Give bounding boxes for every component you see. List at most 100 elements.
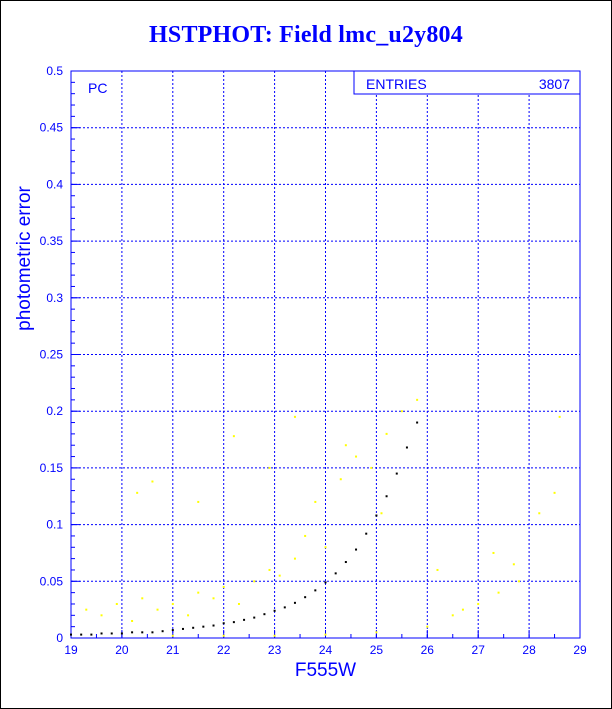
- data-point: [324, 581, 327, 584]
- x-tick-label: 21: [166, 643, 180, 657]
- data-point: [344, 444, 347, 447]
- data-point: [293, 601, 296, 604]
- data-point: [90, 633, 93, 636]
- grid-lines: [71, 71, 580, 638]
- chart-title: HSTPHOT: Field lmc_u2y804: [149, 22, 463, 48]
- data-point: [70, 633, 72, 636]
- data-point: [232, 621, 235, 624]
- y-tick-label: 0: [56, 631, 63, 645]
- y-tick-label: 0.35: [40, 234, 64, 248]
- data-point: [314, 500, 317, 503]
- data-point: [451, 614, 454, 617]
- data-point: [344, 561, 347, 564]
- data-point: [553, 491, 556, 494]
- data-point: [151, 631, 154, 634]
- data-point: [416, 421, 419, 424]
- data-point: [461, 608, 464, 611]
- data-point: [171, 634, 174, 637]
- x-tick-label: 29: [573, 643, 587, 657]
- data-point: [334, 572, 337, 575]
- data-point: [283, 606, 286, 609]
- data-point: [365, 532, 368, 535]
- x-tick-label: 19: [64, 643, 78, 657]
- data-point: [161, 630, 164, 633]
- y-tick-label: 0.4: [46, 177, 63, 191]
- data-point: [131, 631, 134, 634]
- data-point: [110, 632, 113, 635]
- data-point: [385, 495, 388, 498]
- data-point: [497, 591, 500, 594]
- y-tick-label: 0.1: [46, 518, 63, 532]
- data-point: [400, 410, 403, 413]
- x-axis-label: F555W: [295, 660, 356, 681]
- data-point: [558, 415, 561, 418]
- stats-entries-label: ENTRIES: [366, 76, 427, 92]
- data-points: [70, 398, 561, 637]
- data-point: [380, 512, 383, 515]
- data-point: [314, 589, 317, 592]
- y-tick-label: 0.05: [40, 574, 64, 588]
- data-point: [151, 480, 154, 483]
- data-point: [492, 551, 495, 554]
- data-point: [395, 472, 398, 475]
- data-point: [253, 580, 256, 583]
- x-tick-label: 23: [268, 643, 282, 657]
- data-point: [222, 585, 225, 588]
- data-point: [293, 415, 296, 418]
- data-point: [405, 446, 408, 449]
- stats-box: ENTRIES 3807: [353, 70, 581, 95]
- data-point: [375, 514, 378, 517]
- data-point: [538, 512, 541, 515]
- data-point: [80, 633, 83, 636]
- data-point: [171, 629, 174, 632]
- data-point: [355, 455, 358, 458]
- data-point: [136, 491, 139, 494]
- data-point: [222, 622, 225, 625]
- data-point: [141, 597, 144, 600]
- data-point: [426, 625, 429, 628]
- data-point: [222, 634, 225, 637]
- x-tick-label: 24: [319, 643, 333, 657]
- data-point: [192, 626, 195, 629]
- data-point: [355, 548, 358, 551]
- data-point: [181, 627, 184, 630]
- data-point: [278, 574, 281, 577]
- data-point: [197, 500, 200, 503]
- y-tick-label: 0.25: [40, 348, 64, 362]
- data-point: [339, 478, 342, 481]
- y-axis-label: photometric error: [14, 186, 35, 331]
- data-point: [385, 432, 388, 435]
- x-tick-label: 27: [472, 643, 486, 657]
- y-tick-label: 0.15: [40, 461, 64, 475]
- x-tick-label: 25: [370, 643, 384, 657]
- y-tick-label: 0.2: [46, 404, 63, 418]
- data-point: [212, 597, 215, 600]
- data-point: [375, 631, 378, 634]
- data-point: [202, 625, 205, 628]
- data-point: [477, 602, 480, 605]
- data-point: [120, 632, 123, 635]
- y-tick-label: 0.45: [40, 121, 64, 135]
- x-tick-label: 20: [115, 643, 129, 657]
- x-tick-label: 26: [421, 643, 435, 657]
- data-point: [85, 608, 88, 611]
- data-point: [370, 466, 373, 469]
- data-point: [304, 596, 307, 599]
- data-point: [436, 568, 439, 571]
- data-point: [273, 609, 276, 612]
- data-point: [268, 568, 271, 571]
- data-point: [324, 633, 327, 636]
- data-point: [232, 435, 235, 438]
- data-point: [517, 580, 520, 583]
- data-point: [263, 613, 266, 616]
- x-tick-label: 22: [217, 643, 231, 657]
- data-point: [268, 466, 271, 469]
- data-point: [304, 534, 307, 537]
- data-point: [156, 608, 159, 611]
- stats-entries-value: 3807: [539, 76, 570, 92]
- data-point: [512, 563, 515, 566]
- data-point: [187, 614, 190, 617]
- corner-label: PC: [88, 80, 107, 96]
- data-point: [100, 614, 103, 617]
